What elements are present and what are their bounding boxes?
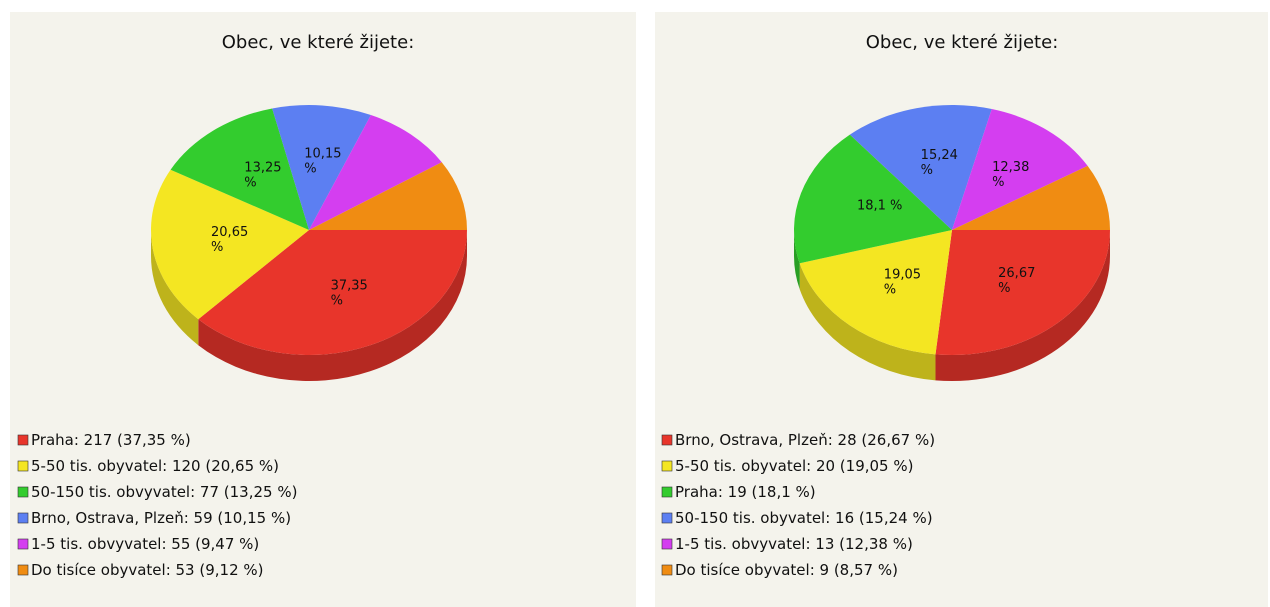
legend-label: 5-50 tis. obyvatel: 120 (20,65 %): [31, 457, 279, 475]
legend-swatch: [17, 538, 29, 550]
legend-label: Brno, Ostrava, Plzeň: 59 (10,15 %): [31, 509, 291, 527]
legend-label: Do tisíce obyvatel: 9 (8,57 %): [675, 561, 898, 579]
chart-title: Obec, ve které žijete:: [866, 32, 1059, 53]
legend-swatch: [17, 434, 29, 446]
legend-swatch: [661, 538, 673, 550]
legend-swatch: [661, 460, 673, 472]
slice-side: [793, 230, 800, 290]
slice-label: 19,05%: [884, 267, 921, 297]
legend-swatch: [661, 486, 673, 498]
legend-label: 1-5 tis. obvyvatel: 13 (12,38 %): [675, 535, 913, 553]
slice-label: 10,15%: [304, 146, 341, 176]
legend-swatch: [661, 434, 673, 446]
slice-label: 37,35%: [331, 278, 368, 308]
legend-label: 5-50 tis. obyvatel: 20 (19,05 %): [675, 457, 913, 475]
slice: [952, 109, 1088, 230]
slice: [309, 114, 442, 230]
slice-side: [799, 263, 936, 381]
slice-side: [935, 230, 1110, 382]
legend-swatch: [661, 564, 673, 576]
legend-label: Praha: 19 (18,1 %): [675, 483, 816, 501]
slice: [309, 162, 467, 230]
legend-swatch: [17, 486, 29, 498]
legend-label: Do tisíce obyvatel: 53 (9,12 %): [31, 561, 264, 579]
slice: [849, 105, 992, 230]
legend-swatch: [17, 512, 29, 524]
slice: [935, 230, 1110, 355]
slice-label: 13,25%: [244, 160, 281, 190]
slice-side: [151, 230, 199, 346]
slice: [794, 134, 952, 264]
slice-label: 20,65%: [211, 225, 248, 255]
legend-swatch: [17, 564, 29, 576]
slice: [272, 105, 371, 230]
slice: [799, 230, 952, 355]
legend-label: Praha: 217 (37,35 %): [31, 431, 191, 449]
slice-label: 18,1 %: [857, 199, 902, 214]
legend-label: 50-150 tis. obvyvatel: 77 (13,25 %): [31, 483, 297, 501]
slice: [170, 108, 309, 230]
legend-label: 1-5 tis. obvyvatel: 55 (9,47 %): [31, 535, 259, 553]
legend-swatch: [17, 460, 29, 472]
legend-label: 50-150 tis. obyvatel: 16 (15,24 %): [675, 509, 933, 527]
legend-label: Brno, Ostrava, Plzeň: 28 (26,67 %): [675, 431, 935, 449]
slice-label: 26,67%: [998, 266, 1035, 296]
legend-swatch: [661, 512, 673, 524]
slice-label: 15,24%: [921, 148, 958, 178]
slice-side: [198, 230, 467, 381]
chart-title: Obec, ve které žijete:: [222, 32, 415, 53]
slice-label: 12,38%: [992, 160, 1029, 190]
slice: [151, 169, 309, 320]
slice: [952, 165, 1110, 230]
slice: [198, 230, 467, 355]
